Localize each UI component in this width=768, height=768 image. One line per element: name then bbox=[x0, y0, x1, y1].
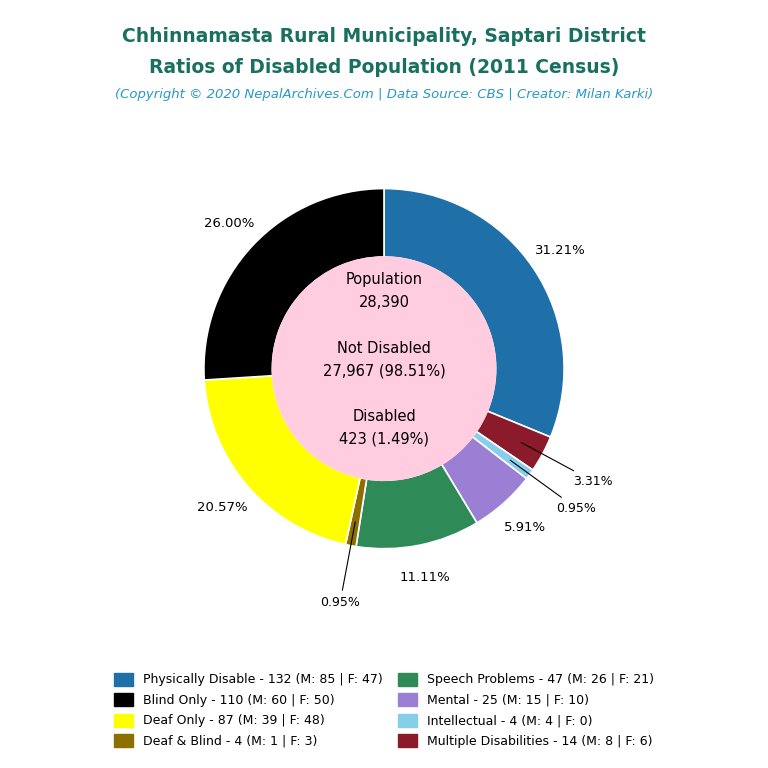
Circle shape bbox=[273, 257, 495, 480]
Text: Ratios of Disabled Population (2011 Census): Ratios of Disabled Population (2011 Cens… bbox=[149, 58, 619, 77]
Text: 3.31%: 3.31% bbox=[521, 442, 613, 488]
Text: Population
28,390

Not Disabled
27,967 (98.51%)

Disabled
423 (1.49%): Population 28,390 Not Disabled 27,967 (9… bbox=[323, 273, 445, 447]
Wedge shape bbox=[442, 437, 527, 523]
Text: 11.11%: 11.11% bbox=[399, 571, 450, 584]
Wedge shape bbox=[204, 376, 360, 545]
Wedge shape bbox=[356, 465, 477, 548]
Wedge shape bbox=[472, 432, 533, 478]
Legend: Physically Disable - 132 (M: 85 | F: 47), Blind Only - 110 (M: 60 | F: 50), Deaf: Physically Disable - 132 (M: 85 | F: 47)… bbox=[108, 667, 660, 754]
Wedge shape bbox=[204, 189, 384, 380]
Text: Chhinnamasta Rural Municipality, Saptari District: Chhinnamasta Rural Municipality, Saptari… bbox=[122, 27, 646, 46]
Text: (Copyright © 2020 NepalArchives.Com | Data Source: CBS | Creator: Milan Karki): (Copyright © 2020 NepalArchives.Com | Da… bbox=[115, 88, 653, 101]
Wedge shape bbox=[384, 189, 564, 437]
Text: 26.00%: 26.00% bbox=[204, 217, 254, 230]
Text: 31.21%: 31.21% bbox=[535, 243, 586, 257]
Text: 20.57%: 20.57% bbox=[197, 501, 248, 514]
Text: 0.95%: 0.95% bbox=[320, 521, 360, 609]
Wedge shape bbox=[476, 411, 551, 470]
Text: 0.95%: 0.95% bbox=[510, 460, 597, 515]
Text: 5.91%: 5.91% bbox=[505, 521, 546, 534]
Wedge shape bbox=[346, 478, 366, 547]
